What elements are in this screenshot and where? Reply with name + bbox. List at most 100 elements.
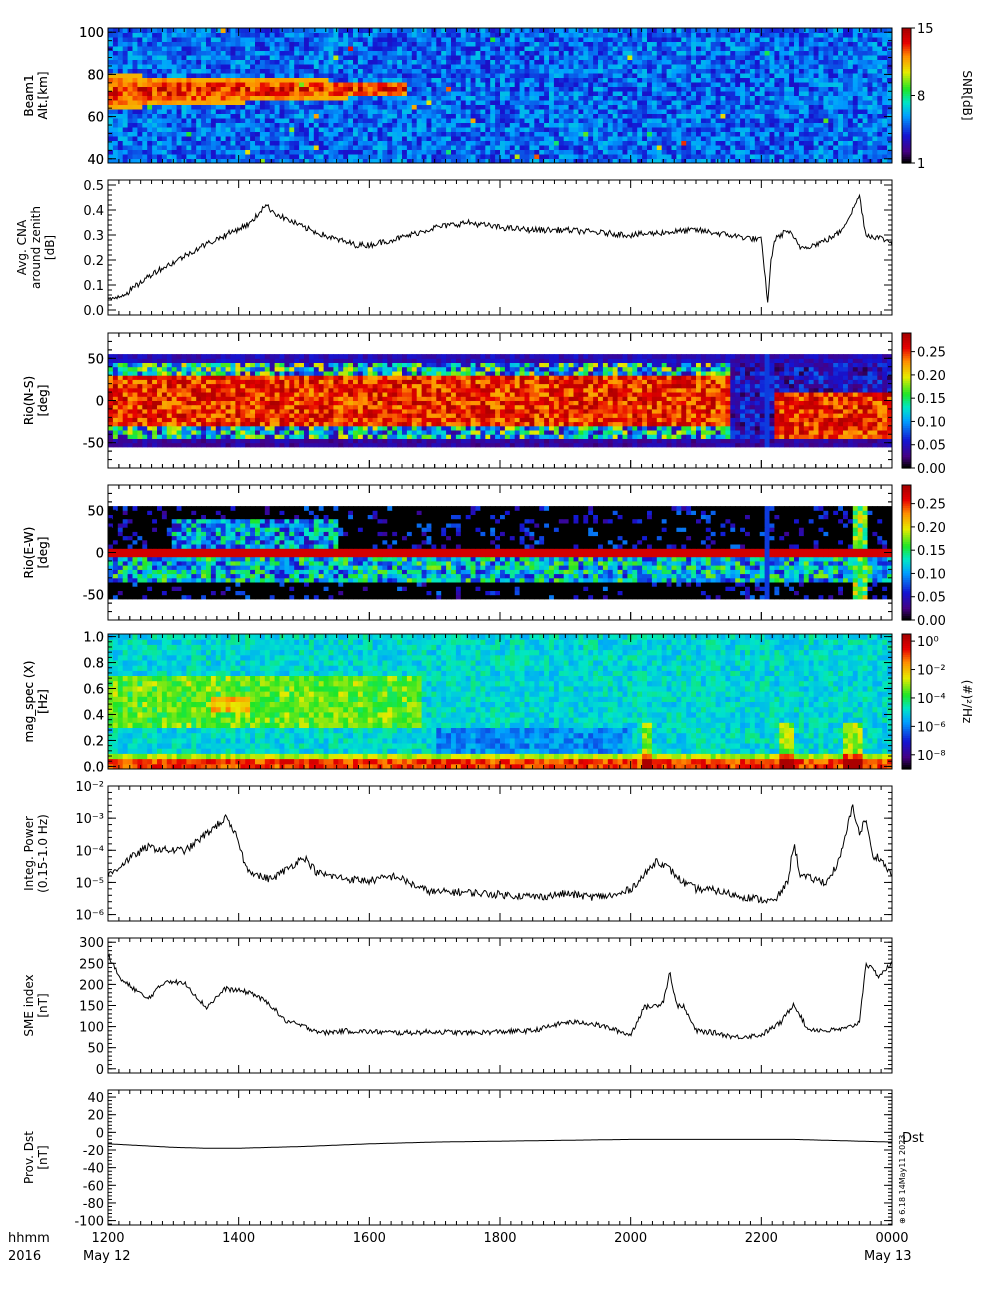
heat-cell [794,127,800,132]
heat-cell [877,140,883,146]
heat-cell [392,158,398,164]
heat-cell [313,136,320,141]
heat-cell [431,64,437,69]
heat-cell [230,140,236,146]
heat-cell [196,28,202,33]
heat-cell [225,122,231,128]
heat-cell [166,91,173,96]
heat-cell [230,50,236,56]
heat-cell [206,37,212,42]
heat-cell [568,95,574,101]
heat-cell [852,50,859,56]
heat-cell [588,59,594,65]
heat-cell [808,113,815,119]
heat-cell [338,32,344,38]
heat-cell [509,104,516,110]
heat-cell [838,37,844,42]
heat-cell [681,95,687,101]
heat-cell [264,73,271,78]
colorbar-cell [902,55,911,58]
heat-cell [441,73,447,78]
heat-cell [789,86,795,92]
heat-cell [294,149,300,155]
heat-cell [495,154,501,159]
heat-cell [745,91,751,96]
heat-cell [475,100,481,105]
heat-cell [784,91,790,96]
heat-cell [112,59,119,65]
heat-cell [377,154,383,159]
heat-cell [465,59,472,65]
heat-cell [558,82,565,87]
heat-cell [122,77,129,83]
heat-cell [318,100,325,105]
heat-cell [250,55,256,60]
heat-cell [794,41,800,47]
heat-cell [436,46,442,51]
heat-cell [666,86,672,92]
heat-cell [671,104,677,110]
heat-cell [406,82,413,87]
heat-cell [421,50,427,56]
heat-cell [441,154,447,159]
heat-cell [431,136,437,141]
heat-cell [539,118,545,123]
heat-cell [323,77,329,83]
heat-cell [602,32,609,38]
heat-cell [333,442,339,448]
heat-cell [431,41,437,47]
heat-cell [294,136,300,141]
heat-cell [803,95,810,101]
heat-cell [676,41,682,47]
heat-cell [308,28,315,33]
heat-cell [676,46,682,51]
heat-cell [318,82,325,87]
heat-cell [656,95,663,101]
heat-cell [259,37,266,42]
heat-cell [671,59,677,65]
heat-cell [406,77,413,83]
heat-cell [108,109,114,114]
heat-cell [137,127,143,132]
heat-cell [426,37,432,42]
heat-cell [480,158,486,164]
heat-cell [279,145,285,150]
heat-cell [509,91,516,96]
heat-cell [294,109,300,114]
heat-cell [294,59,300,65]
heat-cell [206,136,212,141]
heat-cell [539,158,545,164]
heat-cell [245,73,251,78]
heat-cell [431,104,437,110]
heat-cell [235,59,241,65]
heat-cell [225,131,231,137]
heat-cell [872,32,878,38]
heat-cell [142,41,148,47]
heat-cell [132,55,138,60]
heat-cell [343,113,349,119]
heat-cell [808,86,815,92]
heat-cell [696,73,702,78]
heat-cell [833,55,839,60]
heat-cell [362,77,369,83]
heat-cell [676,158,682,164]
heat-cell [671,55,677,60]
heat-cell [710,140,717,146]
heat-cell [451,46,457,51]
heat-cell [431,32,437,38]
heat-cell [196,50,202,56]
heat-cell [436,41,442,47]
heat-cell [828,95,834,101]
heat-cell [382,136,388,141]
heat-cell [700,37,707,42]
heat-cell [798,37,805,42]
heat-cell [872,55,878,60]
heat-cell [490,158,496,164]
heat-cell [573,131,579,137]
heat-cell [529,104,535,110]
heat-cell [475,50,481,56]
heat-cell [490,442,496,448]
heat-cell [583,55,589,60]
heat-cell [279,104,285,110]
